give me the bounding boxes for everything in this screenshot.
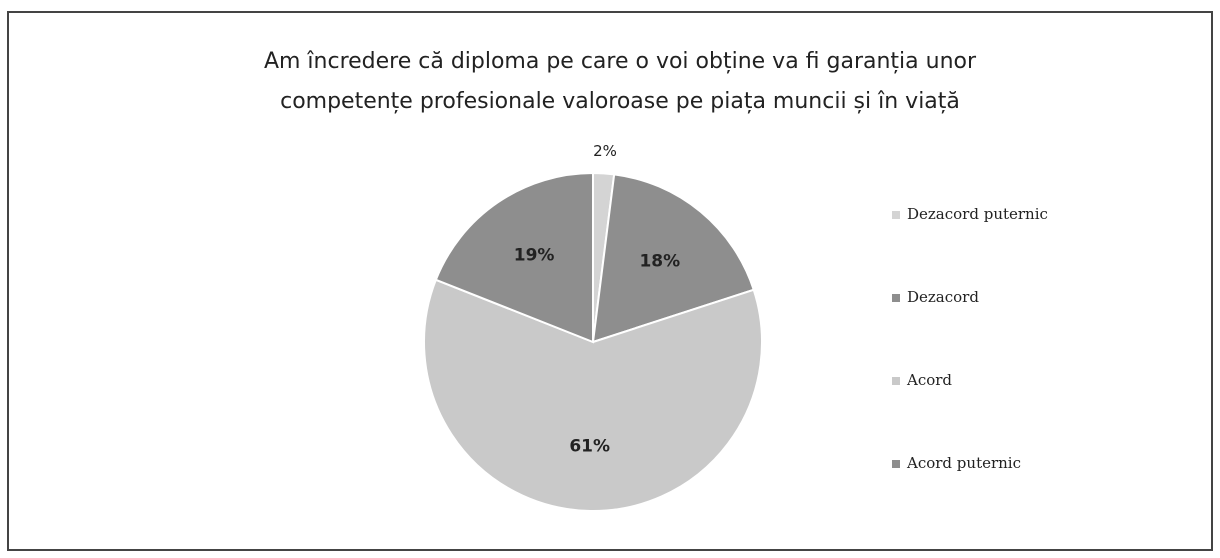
legend-swatch [892,294,900,302]
legend-swatch [892,211,900,219]
legend-label: Dezacord puternic [907,205,1048,223]
legend-label: Acord [906,371,952,389]
legend-label: Acord puternic [906,454,1021,472]
data-label: 61% [569,437,610,457]
legend-label: Dezacord [907,288,979,306]
data-label: 2% [593,142,617,160]
data-label: 18% [639,251,680,271]
chart-title: competențe profesionale valoroase pe pia… [280,89,960,114]
legend-swatch [892,377,900,385]
chart-title: Am încredere că diploma pe care o voi ob… [264,49,977,74]
pie-slice [434,171,594,344]
pie-slice [591,173,755,344]
legend-swatch [892,460,900,468]
pie-slice [423,278,763,512]
data-label: 19% [514,245,555,265]
